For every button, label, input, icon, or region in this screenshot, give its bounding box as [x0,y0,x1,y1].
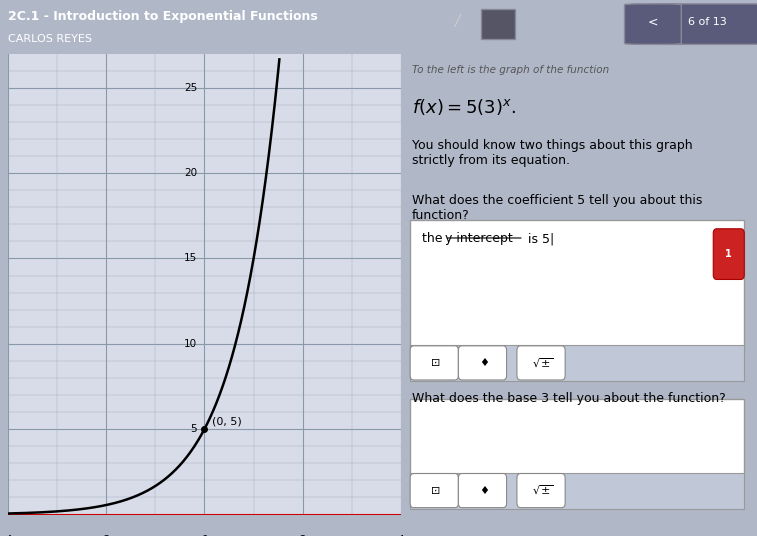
Text: -2: -2 [101,535,111,536]
Text: -4: -4 [2,535,13,536]
Text: CARLOS REYES: CARLOS REYES [8,34,92,43]
Text: 20: 20 [184,168,197,178]
Text: (0, 5): (0, 5) [212,416,241,426]
FancyBboxPatch shape [517,473,565,508]
Text: ♦: ♦ [479,358,489,368]
FancyBboxPatch shape [410,473,459,508]
FancyBboxPatch shape [517,346,565,380]
Text: <: < [647,15,658,28]
FancyBboxPatch shape [410,399,744,475]
Text: 15: 15 [184,254,197,264]
Text: 2C.1 - Introduction to Exponential Functions: 2C.1 - Introduction to Exponential Funct… [8,10,317,24]
Text: /: / [454,14,459,29]
FancyBboxPatch shape [410,220,744,348]
FancyBboxPatch shape [625,4,681,44]
Text: 0: 0 [201,535,207,536]
Text: 2: 2 [300,535,306,536]
Text: What does the coefficient 5 tell you about this
function?: What does the coefficient 5 tell you abo… [412,194,702,222]
FancyBboxPatch shape [651,4,757,44]
FancyBboxPatch shape [410,473,744,509]
Text: You should know two things about this graph
strictly from its equation.: You should know two things about this gr… [412,139,693,167]
Text: y intercept: y intercept [444,233,512,245]
Text: ♦: ♦ [479,486,489,496]
FancyBboxPatch shape [410,345,744,381]
FancyBboxPatch shape [481,9,515,39]
Text: 5: 5 [190,424,197,434]
Text: To the left is the graph of the function: To the left is the graph of the function [412,65,609,75]
Text: 10: 10 [184,339,197,349]
FancyBboxPatch shape [459,346,506,380]
Text: 25: 25 [184,83,197,93]
FancyBboxPatch shape [410,346,459,380]
Text: $\sqrt{\pm}$: $\sqrt{\pm}$ [532,356,553,369]
Text: the: the [422,233,447,245]
Text: 4: 4 [398,535,404,536]
Text: ⊡: ⊡ [431,486,441,496]
Text: $f(x)=5(3)^x.$: $f(x)=5(3)^x.$ [412,98,516,117]
Text: is 5|: is 5| [524,233,554,245]
Text: What does the base 3 tell you about the function?: What does the base 3 tell you about the … [412,392,726,405]
FancyBboxPatch shape [459,473,506,508]
Text: $\sqrt{\pm}$: $\sqrt{\pm}$ [532,484,553,497]
FancyBboxPatch shape [713,229,744,279]
Text: 6 of 13: 6 of 13 [688,17,727,27]
Text: 1: 1 [725,249,732,259]
Text: ⊡: ⊡ [431,358,441,368]
